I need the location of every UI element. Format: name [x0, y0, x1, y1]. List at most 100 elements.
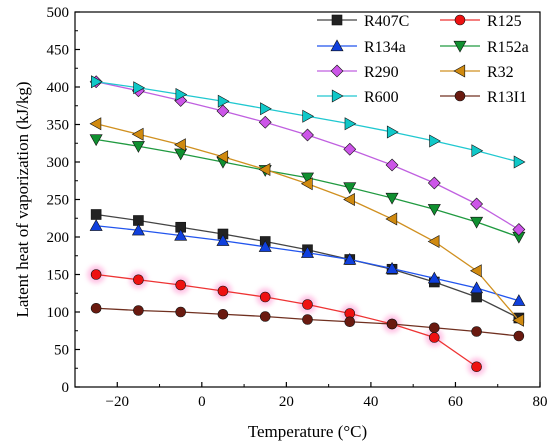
- data-point: [175, 306, 186, 318]
- legend-label: R32: [487, 64, 514, 81]
- data-point: [512, 294, 526, 306]
- data-point: [300, 172, 315, 185]
- data-point: [386, 318, 398, 330]
- data-point: [385, 212, 398, 226]
- data-point: [385, 192, 399, 205]
- data-point: [470, 216, 484, 229]
- data-point: [133, 274, 144, 286]
- data-point: [131, 127, 144, 141]
- data-point: [343, 252, 357, 265]
- x-tick-label: 20: [279, 394, 294, 410]
- legend-label: R125: [487, 13, 522, 30]
- legend-item-r290: R290: [317, 64, 399, 81]
- y-tick-label: 400: [47, 80, 70, 96]
- data-point: [217, 285, 229, 297]
- data-point: [89, 134, 103, 147]
- y-tick-label: 200: [47, 230, 70, 246]
- data-point: [260, 102, 272, 116]
- data-point: [216, 150, 229, 164]
- legend-item-r407c: R407C: [317, 13, 409, 30]
- series-line: [96, 273, 477, 368]
- data-point: [174, 148, 188, 161]
- series-r125: [87, 265, 486, 376]
- legend-label: R600: [364, 89, 399, 106]
- data-point: [91, 75, 103, 89]
- x-tick-label: −20: [106, 394, 129, 410]
- data-point: [131, 223, 145, 236]
- legend-item-r125: R125: [440, 13, 522, 30]
- data-point: [429, 134, 441, 148]
- data-point: [133, 81, 146, 95]
- legend-marker: [454, 90, 466, 102]
- legend-marker: [454, 14, 466, 26]
- data-point: [131, 141, 145, 153]
- data-point: [89, 219, 103, 231]
- data-point: [427, 204, 441, 216]
- data-point: [300, 246, 315, 258]
- series-layer: [87, 75, 526, 376]
- legend-item-r152a: R152a: [440, 39, 529, 56]
- data-point: [471, 291, 482, 303]
- data-point: [217, 308, 229, 320]
- data-point: [470, 197, 484, 211]
- data-point: [513, 330, 525, 342]
- data-point: [427, 271, 441, 284]
- y-tick-label: 500: [47, 5, 70, 21]
- data-point: [258, 162, 271, 177]
- legend-marker: [331, 89, 344, 103]
- legend-marker: [330, 64, 344, 78]
- data-point: [90, 209, 102, 220]
- data-point: [258, 240, 272, 252]
- data-point: [217, 94, 230, 108]
- series-r152a: [89, 134, 526, 244]
- legend-marker: [453, 40, 467, 53]
- y-tick-label: 50: [54, 343, 69, 359]
- data-point: [133, 305, 144, 316]
- data-point: [471, 144, 484, 158]
- data-point: [302, 109, 315, 123]
- data-point: [471, 326, 482, 337]
- series-r32: [89, 117, 524, 327]
- data-point: [429, 332, 440, 343]
- legend-marker: [453, 64, 466, 78]
- legend-label: R152a: [487, 39, 529, 56]
- y-tick-label: 250: [47, 193, 70, 209]
- data-point: [471, 361, 482, 373]
- series-r13i1: [90, 302, 525, 342]
- data-point: [174, 138, 186, 152]
- x-axis-title: Temperature (°C): [248, 422, 367, 441]
- series-r134a: [89, 219, 526, 306]
- data-point: [343, 182, 357, 195]
- data-point: [512, 223, 526, 236]
- data-point: [344, 117, 357, 131]
- data-point: [174, 228, 188, 241]
- data-point: [385, 261, 399, 274]
- data-point: [301, 128, 314, 142]
- data-point: [343, 192, 355, 207]
- legend-marker: [330, 39, 344, 52]
- data-point: [216, 234, 230, 246]
- y-tick-label: 100: [47, 305, 70, 321]
- data-point: [259, 291, 271, 303]
- data-point: [513, 155, 526, 169]
- data-point: [429, 322, 440, 334]
- x-tick-label: 0: [198, 394, 206, 410]
- x-tick-label: 80: [533, 394, 548, 410]
- x-tick-label: 40: [363, 394, 378, 410]
- legend-label: R134a: [364, 39, 406, 56]
- axes-layer: 0 50 100 150 200 250 300 350 400 450 500 −20 0 20 40 60…: [47, 5, 548, 410]
- y-tick-label: 150: [47, 268, 70, 284]
- data-point: [344, 316, 356, 328]
- data-point: [175, 87, 188, 102]
- legend-label: R290: [364, 64, 399, 81]
- data-point: [512, 313, 524, 327]
- data-point: [258, 115, 272, 129]
- legend-item-r13i1: R13I1: [440, 89, 527, 106]
- legend: R407C R125 R134a R152a R290 R32 R600 R13I1: [317, 13, 529, 106]
- data-point: [90, 302, 102, 314]
- data-point: [427, 176, 441, 190]
- legend-label: R407C: [364, 13, 409, 30]
- data-point: [302, 299, 313, 310]
- data-point: [175, 279, 186, 291]
